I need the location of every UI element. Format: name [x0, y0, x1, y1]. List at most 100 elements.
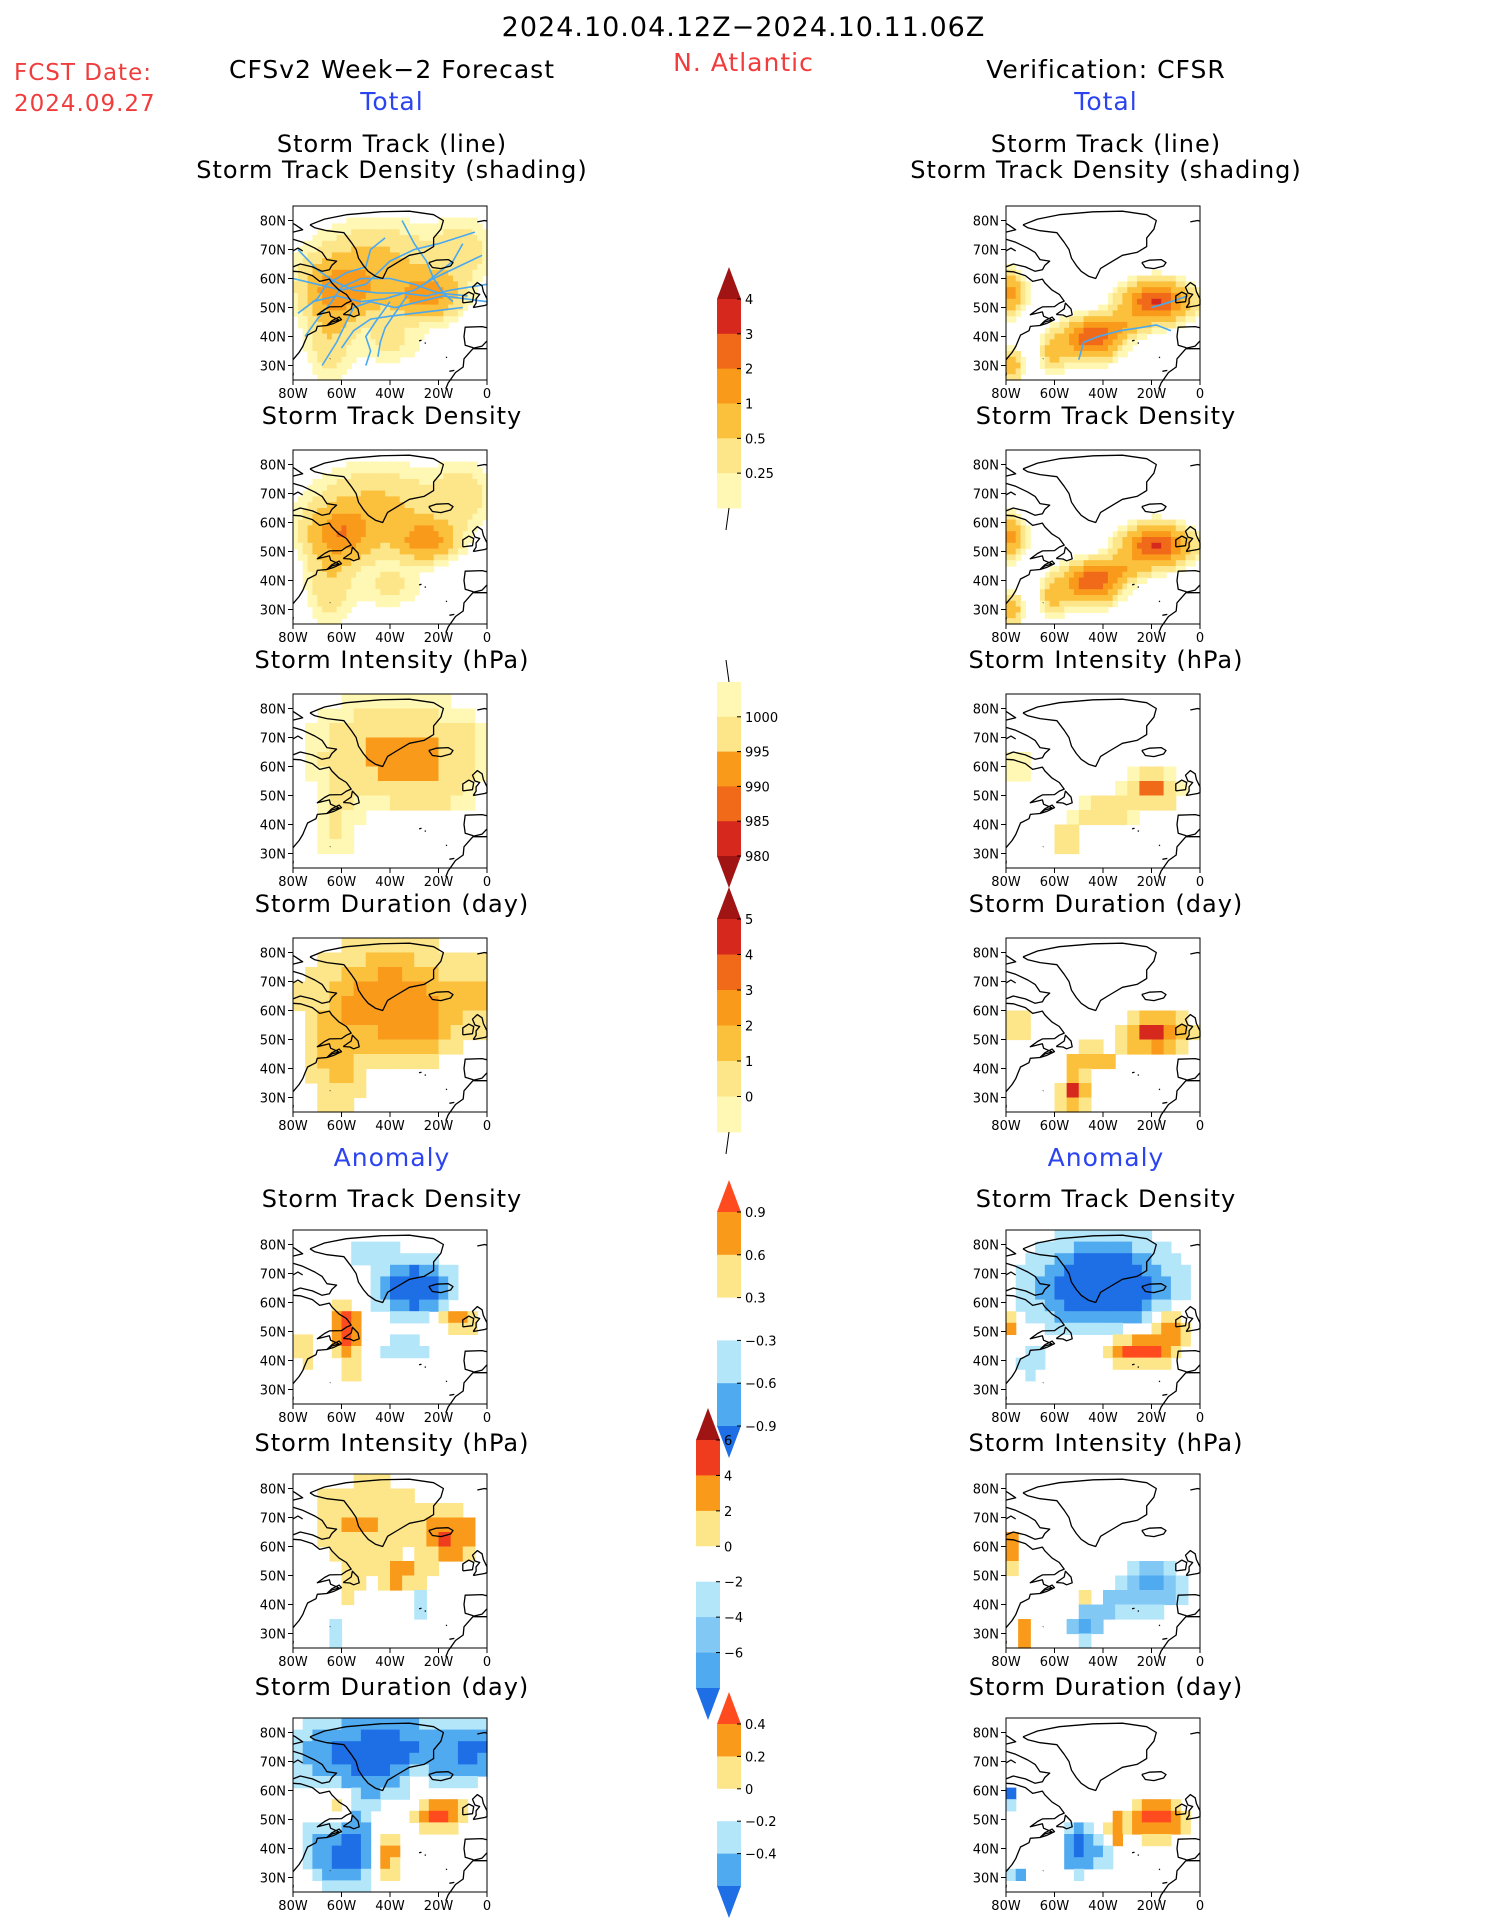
colorbar-label: 995 — [745, 746, 770, 761]
coastline — [1005, 270, 1065, 361]
shade-cell — [428, 519, 435, 526]
shade-cell — [404, 571, 410, 579]
shade-cell — [394, 333, 401, 340]
coastline — [292, 954, 304, 965]
shade-cell — [409, 1311, 420, 1324]
shade-cell — [1161, 537, 1167, 544]
shade-cell — [1112, 287, 1119, 294]
shade-cell — [409, 508, 415, 515]
shade-cell — [428, 1741, 440, 1754]
coastline — [292, 466, 304, 477]
shade-cell — [351, 583, 357, 590]
shade-cell — [1088, 560, 1094, 567]
shade-cell — [1151, 269, 1157, 277]
shade-cell — [1059, 600, 1065, 608]
shade-cell — [351, 595, 357, 602]
shade-cell — [1010, 374, 1017, 381]
shade-cell — [1122, 322, 1128, 329]
shade-cell — [1039, 606, 1046, 613]
shade-cell — [1151, 1590, 1165, 1606]
shade-cell — [457, 1741, 469, 1754]
shade-cell — [1006, 589, 1012, 596]
shade-cell — [409, 473, 415, 480]
shade-cell — [1151, 1241, 1162, 1254]
shade-cell — [404, 513, 410, 521]
shade-cell — [1083, 1845, 1094, 1858]
shade-cell — [312, 339, 318, 346]
shade-cell — [380, 571, 386, 579]
shade-cell — [477, 473, 483, 480]
shade-cell — [472, 223, 478, 230]
shade-cell — [448, 1276, 459, 1289]
coastline — [418, 339, 422, 342]
shade-cell — [414, 577, 420, 584]
shade-cell — [1073, 1230, 1085, 1243]
shade-cell — [360, 537, 367, 544]
shade-cell — [302, 542, 309, 550]
shade-cell — [1175, 560, 1182, 567]
shade-cell — [419, 287, 425, 294]
coastline — [1158, 1080, 1200, 1121]
y-tick-label: 40N — [973, 819, 999, 834]
shade-cell — [1054, 1311, 1065, 1324]
x-tick-label: 60W — [1040, 1655, 1070, 1670]
shade-cell — [399, 467, 406, 474]
shade-cell — [356, 577, 362, 584]
shade-cell — [331, 246, 338, 253]
shade-cell — [1132, 577, 1138, 584]
shade-cell — [1161, 1311, 1172, 1324]
shade-cell — [1107, 595, 1114, 602]
shade-cell — [467, 235, 474, 242]
shade-cell — [356, 490, 362, 497]
shade-cell — [1112, 298, 1119, 306]
coastline — [1005, 1515, 1017, 1520]
shade-cell — [457, 1752, 469, 1765]
shade-cell — [356, 304, 362, 311]
shade-cell — [402, 1054, 415, 1070]
shade-cell — [453, 519, 459, 526]
shade-cell — [399, 281, 406, 288]
shade-cell — [385, 351, 391, 358]
shade-cell — [414, 513, 420, 521]
shade-cell — [390, 1346, 401, 1359]
shade-cell — [433, 467, 440, 474]
shade-cell — [1103, 362, 1109, 369]
shade-cell — [419, 560, 425, 567]
shade-cell — [1180, 566, 1187, 573]
shade-cell — [385, 322, 391, 329]
shade-cell — [360, 1834, 372, 1847]
shade-cell — [302, 322, 309, 329]
shade-cell — [1025, 1276, 1036, 1289]
shade-cell — [341, 560, 347, 567]
shade-cell — [428, 1253, 440, 1266]
shade-cell — [365, 560, 372, 567]
shade-cell — [351, 1718, 362, 1731]
shade-cell — [341, 1369, 352, 1382]
shade-cell — [1161, 554, 1167, 561]
shade-cell — [341, 362, 347, 369]
shade-cell — [365, 322, 372, 329]
shade-cell — [1059, 583, 1065, 590]
shade-cell — [423, 566, 430, 573]
shade-cell — [341, 525, 347, 532]
shade-cell — [1035, 1276, 1046, 1289]
shade-cell — [336, 345, 343, 352]
coastline — [1175, 291, 1188, 304]
shade-cell — [1170, 1822, 1182, 1835]
shade-cell — [365, 766, 379, 782]
shade-cell — [443, 461, 449, 468]
shade-cell — [326, 484, 333, 492]
shade-cell — [1161, 542, 1167, 550]
shade-cell — [353, 1010, 367, 1026]
shade-cell — [1117, 333, 1123, 340]
shade-cell — [399, 1752, 410, 1765]
shade-cell — [1044, 1253, 1056, 1266]
shade-cell — [438, 548, 444, 555]
x-tick-label: 80W — [278, 631, 308, 646]
shade-cell — [1044, 327, 1051, 335]
shade-cell — [1117, 304, 1123, 311]
y-tick-label: 80N — [973, 947, 999, 962]
shade-cell — [360, 1868, 372, 1881]
shade-cell — [457, 269, 464, 277]
shade-cell — [1132, 1276, 1143, 1289]
